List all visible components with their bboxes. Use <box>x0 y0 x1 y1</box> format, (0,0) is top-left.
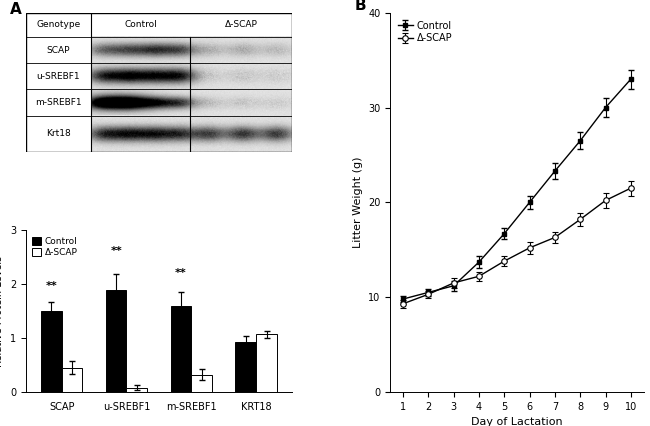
Bar <box>127 388 147 392</box>
Text: B: B <box>355 0 367 13</box>
Bar <box>191 375 212 392</box>
Y-axis label: Litter Weight (g): Litter Weight (g) <box>353 157 363 248</box>
Text: Δ-SCAP: Δ-SCAP <box>225 20 257 29</box>
Legend: Control, Δ-SCAP: Control, Δ-SCAP <box>31 235 80 259</box>
Bar <box>41 311 62 392</box>
Bar <box>106 290 127 392</box>
Text: u-SREBF1: u-SREBF1 <box>37 72 81 81</box>
Text: Control: Control <box>124 20 157 29</box>
Text: A: A <box>10 2 22 17</box>
Text: **: ** <box>46 281 57 291</box>
Text: m-SREBF1: m-SREBF1 <box>35 98 82 107</box>
Bar <box>62 368 83 392</box>
Bar <box>256 334 277 392</box>
Legend: Control, Δ-SCAP: Control, Δ-SCAP <box>395 17 455 46</box>
Text: Genotype: Genotype <box>36 20 81 29</box>
Y-axis label: Relative Protein Levels: Relative Protein Levels <box>0 256 5 367</box>
Text: SCAP: SCAP <box>47 46 70 55</box>
Text: **: ** <box>175 268 187 278</box>
Bar <box>170 306 191 392</box>
Text: Krt18: Krt18 <box>46 130 71 138</box>
X-axis label: Day of Lactation: Day of Lactation <box>471 417 563 426</box>
Bar <box>235 343 256 392</box>
Text: **: ** <box>111 246 122 256</box>
